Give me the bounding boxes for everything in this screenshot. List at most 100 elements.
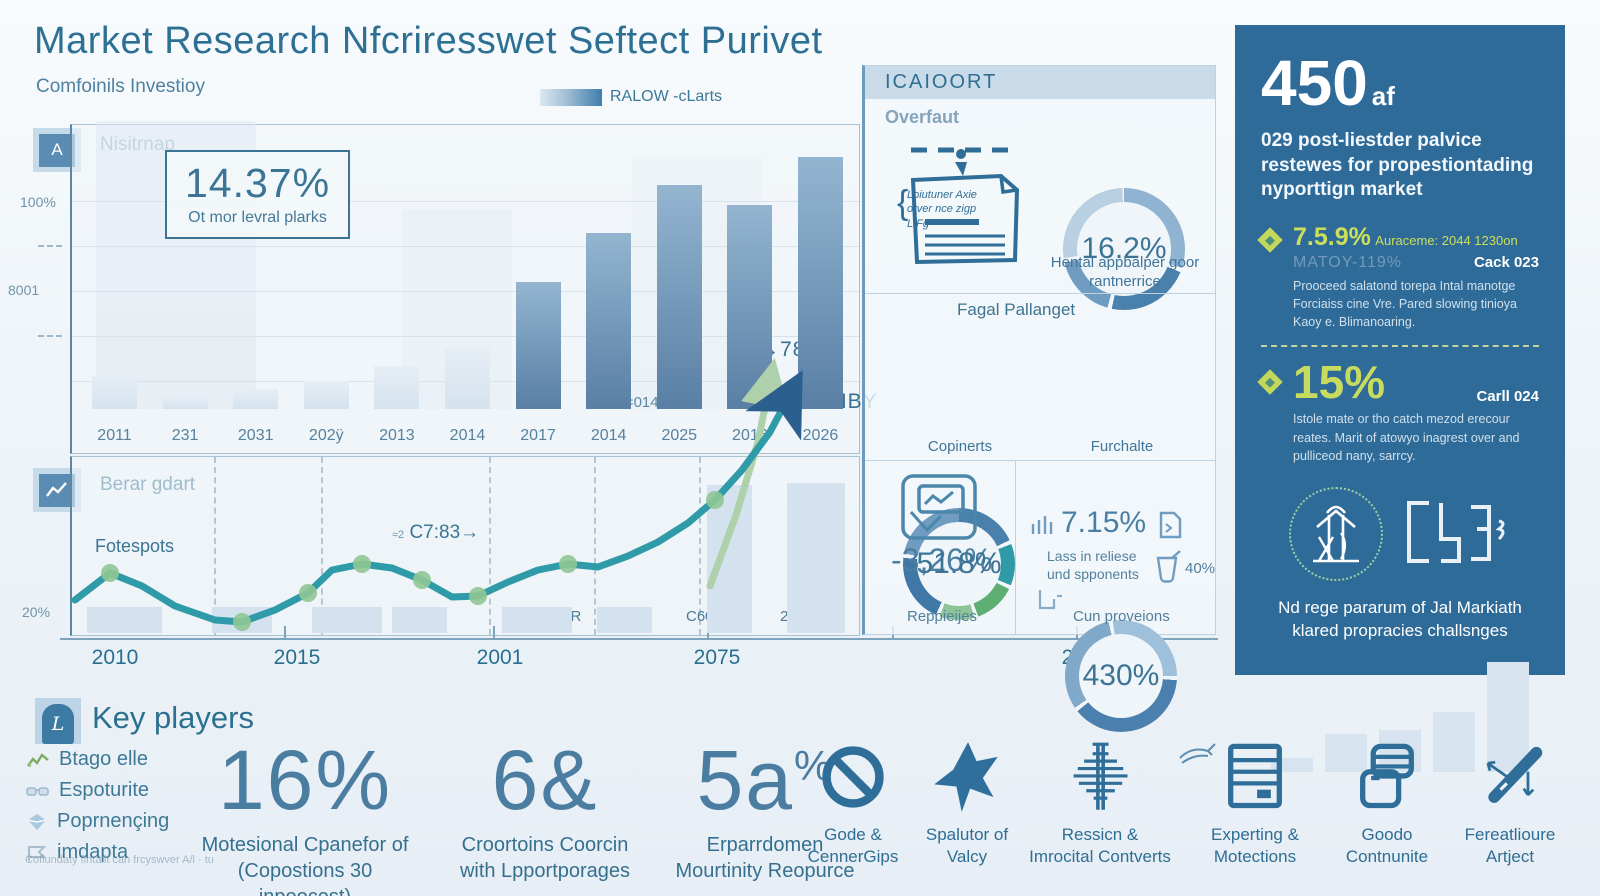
bar (797, 157, 843, 409)
key-players-chip: L (35, 698, 81, 744)
star-burst-icon (934, 742, 998, 812)
dashed-gridline (594, 457, 596, 635)
mini-bar (392, 607, 447, 633)
glasses-icon (26, 786, 49, 796)
donut-main-value: 16.2% (1081, 232, 1167, 265)
box-icon (1038, 590, 1062, 610)
sidebar-caption: Nd rege pararum of Jal Markiath klared p… (1278, 597, 1522, 640)
cup-percent: 40% (1185, 560, 1216, 577)
stat-right-value: 7.15% (1061, 506, 1147, 539)
x-tick: 2026 (802, 427, 839, 444)
sidebar-headline: 450 af (1261, 47, 1395, 119)
bar (162, 396, 208, 409)
glyph-blocks-icon (1407, 500, 1505, 563)
highlight-stat-box: 14.37% Ot mor levral plarks (165, 150, 351, 239)
bar (92, 376, 137, 409)
page-icon (1159, 511, 1182, 539)
y-axis-label-top: 100% (20, 194, 56, 210)
mini-bar (212, 607, 272, 633)
series-label: Fotespots (95, 536, 175, 556)
divider (865, 293, 1215, 294)
mini-bar (597, 607, 652, 633)
timeline-label: 2010 (91, 646, 139, 669)
sidebar-bar-chart (1271, 657, 1529, 772)
timeline-tick (493, 626, 495, 638)
document-icon: { (897, 147, 1020, 265)
bar (1433, 711, 1475, 772)
kp-icon-telescope: Fereatlioure Artject (1435, 740, 1585, 868)
gridline (72, 291, 859, 292)
annotation-prefix: ≈2 (392, 529, 405, 541)
sidebar-item1-tag: Cack 023 (1473, 254, 1539, 272)
line-y-label: 20% (22, 604, 51, 620)
section-title: Fagal Pallanget (957, 300, 1076, 319)
stat-left-value: -3,26% (891, 542, 993, 578)
mini-bar (502, 607, 572, 633)
bar (303, 381, 349, 409)
kp-icon-star: Spalutor of Valcy (892, 740, 1042, 868)
sidebar-item2-value: 15% (1293, 356, 1386, 409)
timeline-axis (60, 638, 1218, 640)
x-tick: 2016 (732, 427, 768, 444)
key-player-item: Btago elle (26, 748, 169, 771)
dashed-divider (1261, 345, 1539, 348)
report-header: ICAIOORT (865, 66, 1215, 99)
bar (233, 389, 279, 409)
cup-icon (1156, 550, 1181, 583)
mini-bar-tall (707, 485, 752, 633)
x-tick: 231 (171, 427, 199, 444)
telescope-icon (1486, 746, 1543, 803)
gem-icon (27, 813, 47, 830)
stacked-cards-icon (1360, 743, 1414, 809)
legend-gradient-swatch (540, 88, 602, 106)
bar (1487, 661, 1529, 772)
bar (374, 366, 420, 409)
bar-series (92, 153, 843, 409)
footer-note: Coflundaty fintalit can frcyswver A/l · … (25, 854, 214, 866)
line-chart-icon (39, 473, 75, 507)
document-note: Loiutuner Axie orver nce zigp L.Fg (907, 189, 977, 230)
key-player-item: imdapta (26, 841, 169, 864)
server-icon (1228, 743, 1282, 809)
key-players-icon: L (42, 704, 74, 744)
landmark-circle-icon (1289, 486, 1383, 581)
diamond-icon (1257, 369, 1283, 396)
x-tick: 2025 (661, 427, 698, 444)
gridline (72, 336, 859, 337)
flag-icon (28, 845, 47, 861)
mini-bar-tall (787, 483, 845, 633)
bar-chart-panel: 2011 231 2031 202ÿ 2013 2014 2017 2014 2… (70, 121, 860, 454)
x-tick: 202ÿ (308, 427, 344, 444)
kp-icon-ornate-cross: Ressicn & Imrocital Contverts (1025, 740, 1175, 868)
donut-furchalte: 430% (1065, 620, 1177, 732)
sidebar-item1-ghost: MATOY-119% (1293, 254, 1403, 272)
bird-icon (1179, 743, 1216, 764)
x-tick: 2013 (379, 427, 415, 444)
x-tick: 2031 (237, 427, 274, 444)
kp-icon-cards: Goodo Contnunite (1312, 740, 1462, 868)
kp-stat-2: 6& Croortoins Coorcin with Lpportporages (459, 733, 631, 882)
page-subtitle: Comfoinils Investioy (36, 76, 205, 97)
bar-x-axis-labels: 2011 231 2031 202ÿ 2013 2014 2017 2014 2… (92, 427, 843, 445)
x-tick: 2014 (590, 427, 627, 444)
x-tick: 2017 (520, 427, 556, 444)
donut-main-caption: Hental appbalper goor rantnerrice (1050, 254, 1200, 290)
mini-bar (87, 607, 162, 633)
line-chart-panel (70, 456, 860, 636)
bar (727, 205, 773, 409)
timeline-tick (284, 626, 286, 638)
y-axis-label-mid: 8001 (8, 282, 40, 298)
sidebar-item-2: 15% Carll 024 Istole mate or tho catch m… (1257, 356, 1539, 464)
bar (656, 185, 702, 409)
timeline-label: 2001 (476, 646, 524, 669)
x-tick: 2011 (97, 427, 132, 444)
diamond-icon (1257, 227, 1283, 253)
bar (444, 348, 490, 409)
kp-icon-no-symbol: Gode & CennerGips (778, 740, 928, 868)
bar-chart-icon: A (39, 133, 75, 167)
donut-main: 16.2% (1063, 188, 1185, 310)
stat-value: 14.37% (185, 160, 331, 206)
divider (865, 460, 1215, 461)
sparkline-icon (27, 752, 49, 767)
